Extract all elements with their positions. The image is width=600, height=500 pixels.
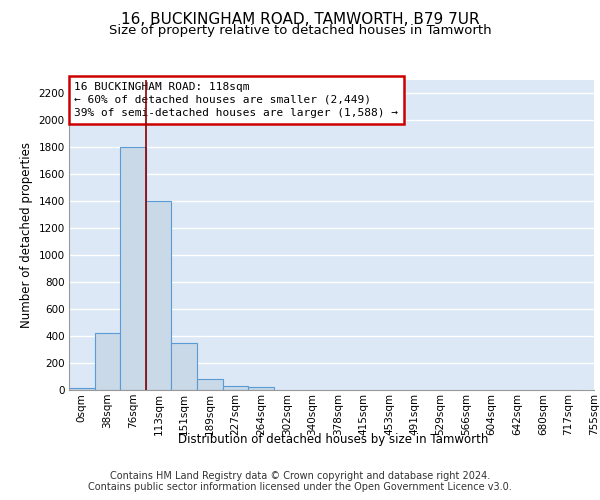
Bar — [172, 343, 197, 390]
Bar — [146, 202, 172, 390]
Bar — [248, 388, 274, 390]
Bar — [197, 379, 223, 390]
Text: 16, BUCKINGHAM ROAD, TAMWORTH, B79 7UR: 16, BUCKINGHAM ROAD, TAMWORTH, B79 7UR — [121, 12, 479, 28]
Text: 16 BUCKINGHAM ROAD: 118sqm
← 60% of detached houses are smaller (2,449)
39% of s: 16 BUCKINGHAM ROAD: 118sqm ← 60% of deta… — [74, 82, 398, 118]
Y-axis label: Number of detached properties: Number of detached properties — [20, 142, 33, 328]
Bar — [223, 386, 248, 390]
Text: Size of property relative to detached houses in Tamworth: Size of property relative to detached ho… — [109, 24, 491, 37]
Text: Distribution of detached houses by size in Tamworth: Distribution of detached houses by size … — [178, 432, 488, 446]
Bar — [95, 334, 120, 390]
Text: Contains HM Land Registry data © Crown copyright and database right 2024.: Contains HM Land Registry data © Crown c… — [110, 471, 490, 481]
Bar — [69, 388, 95, 390]
Text: Contains public sector information licensed under the Open Government Licence v3: Contains public sector information licen… — [88, 482, 512, 492]
Bar — [120, 148, 146, 390]
